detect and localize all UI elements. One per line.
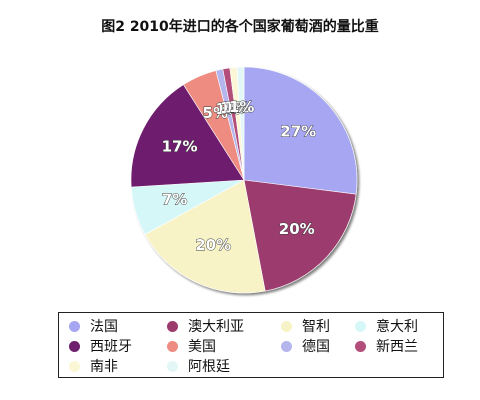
legend-label-6: 德国 — [302, 339, 330, 355]
legend-item-2: 智利 — [281, 316, 330, 336]
legend-swatch-4 — [69, 340, 80, 352]
pie-chart: 27% 20% 20% 7% 17% 5%1%1%1%1% — [130, 66, 358, 294]
legend-item-3: 意大利 — [355, 316, 418, 336]
slice-label-5: 5% — [203, 104, 228, 122]
pie-slice-4 — [130, 84, 245, 188]
legend-swatch-7 — [355, 340, 366, 352]
legend-item-9: 阿根廷 — [167, 356, 230, 376]
slice-label-1: 20% — [279, 220, 315, 238]
legend-swatch-9 — [167, 360, 178, 372]
legend-swatch-1 — [167, 320, 178, 332]
legend-label-2: 智利 — [302, 319, 330, 335]
slice-label-6: 1% — [215, 100, 240, 118]
legend-swatch-2 — [281, 320, 292, 332]
pie-slice-9 — [236, 66, 245, 181]
slice-label-2: 20% — [195, 236, 231, 254]
legend: 法国 澳大利亚 智利 意大利西班牙 美国 德国 新西兰南非 阿根廷 — [58, 312, 444, 378]
legend-label-4: 西班牙 — [90, 339, 132, 355]
pie-slice-2 — [144, 179, 266, 294]
legend-label-9: 阿根廷 — [188, 359, 230, 375]
slice-label-9: 1% — [229, 98, 254, 116]
chart-title: 图2 2010年进口的各个国家葡萄酒的量比重 — [101, 19, 379, 35]
slice-label-7: 1% — [220, 99, 245, 117]
legend-label-1: 澳大利亚 — [188, 319, 244, 335]
pie-slice-1 — [243, 179, 357, 292]
slice-label-0: 27% — [280, 123, 316, 141]
legend-label-0: 法国 — [90, 319, 118, 335]
legend-item-1: 澳大利亚 — [167, 316, 244, 336]
legend-label-5: 美国 — [188, 339, 216, 355]
legend-label-7: 新西兰 — [376, 339, 418, 355]
legend-swatch-3 — [355, 320, 366, 332]
slice-label-4: 17% — [162, 138, 198, 156]
legend-item-8: 南非 — [69, 356, 118, 376]
legend-item-0: 法国 — [69, 316, 118, 336]
legend-item-6: 德国 — [281, 336, 330, 356]
legend-item-7: 新西兰 — [355, 336, 418, 356]
legend-swatch-8 — [69, 360, 80, 372]
legend-swatch-6 — [281, 340, 292, 352]
pie-slice-0 — [243, 66, 358, 195]
legend-item-5: 美国 — [167, 336, 216, 356]
legend-swatch-5 — [167, 340, 178, 352]
slice-label-8: 1% — [224, 99, 249, 117]
legend-swatch-0 — [69, 320, 80, 332]
slice-label-3: 7% — [162, 191, 187, 209]
legend-item-4: 西班牙 — [69, 336, 132, 356]
legend-label-8: 南非 — [90, 359, 118, 375]
legend-label-3: 意大利 — [376, 319, 418, 335]
